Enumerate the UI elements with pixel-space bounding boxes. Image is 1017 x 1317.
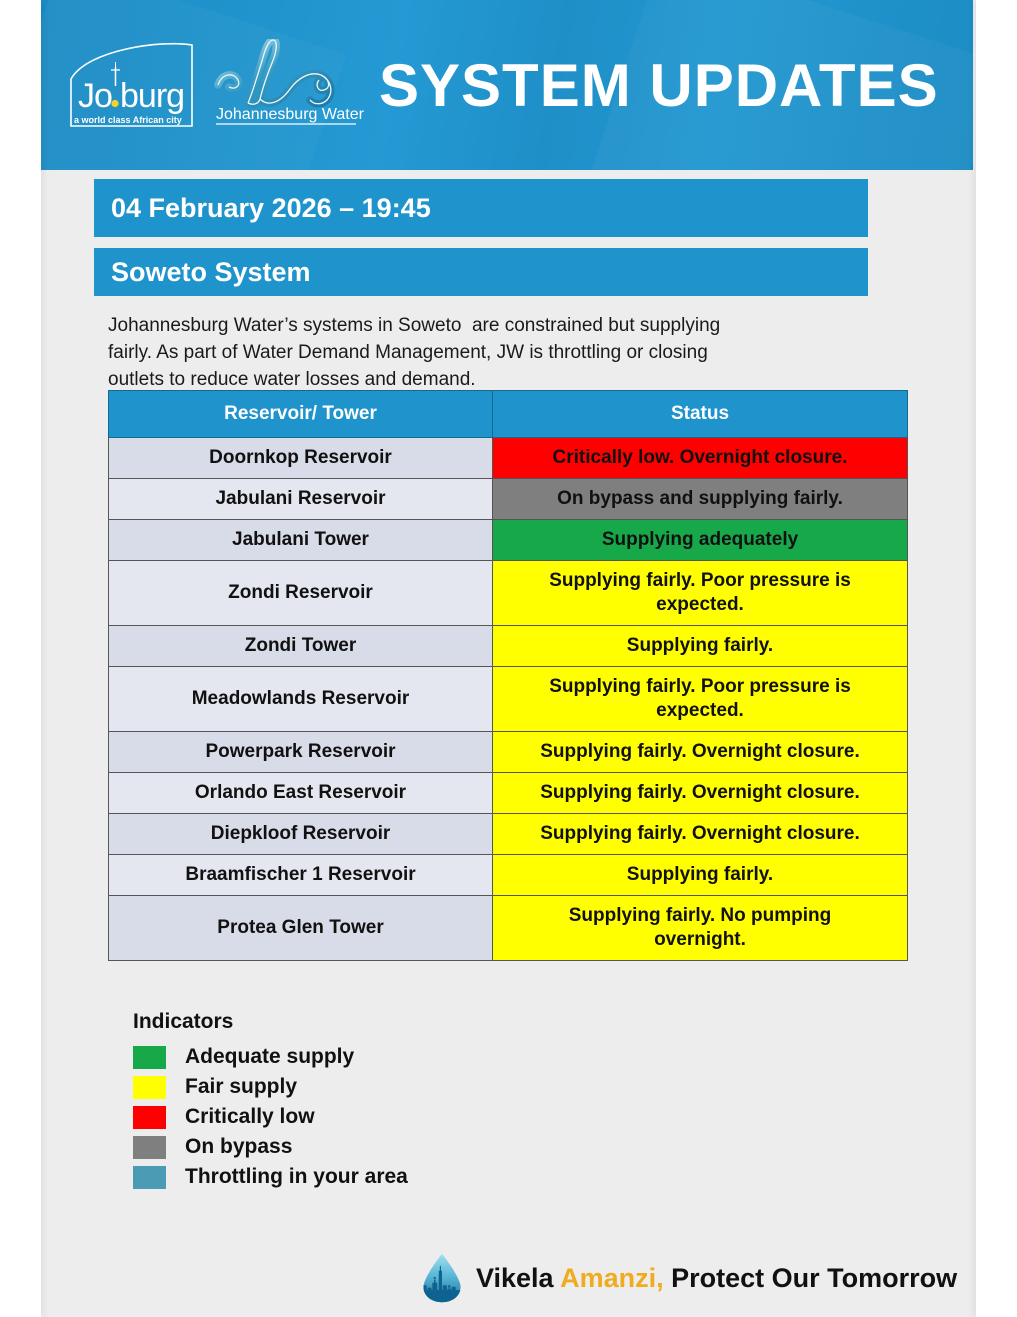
svg-text:a world class African city: a world class African city [74, 115, 182, 125]
svg-text:Jo: Jo [78, 77, 112, 115]
svg-text:burg: burg [120, 77, 184, 115]
svg-text:Johannesburg Water: Johannesburg Water [216, 106, 364, 123]
